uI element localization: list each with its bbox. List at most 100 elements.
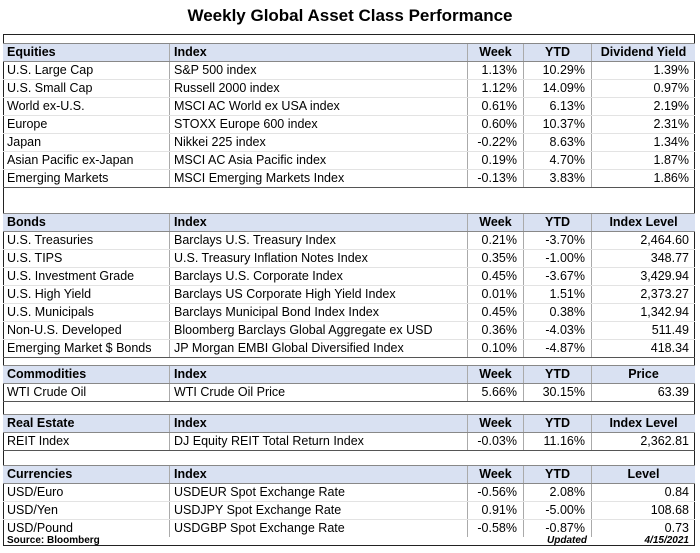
header-week: Week [467,466,523,483]
currencies-section: Currencies Index Week YTD Level USD/Euro… [3,465,695,537]
ytd-value: -0.87% [523,520,591,537]
index-name: Barclays U.S. Corporate Index [169,268,467,285]
metric-value: 3,429.94 [591,268,695,285]
asset-class: USD/Pound [7,521,74,535]
table-row: Non-U.S. Developed Bloomberg Barclays Glo… [3,321,695,339]
ytd-value: 4.70% [523,152,591,169]
asset-class: World ex-U.S. [7,99,85,113]
header-index: Index [169,366,467,383]
week-value: 0.45% [467,304,523,321]
table-row: Asian Pacific ex-Japan MSCI AC Asia Pacif… [3,151,695,169]
header-ytd: YTD [523,415,591,432]
asset-class: USD/Euro [7,485,64,499]
header-week: Week [467,415,523,432]
index-name: MSCI AC Asia Pacific index [169,152,467,169]
header-metric: Level [591,466,695,483]
metric-value: 63.39 [591,384,695,401]
ytd-value: 2.08% [523,484,591,501]
table-row: U.S. High Yield Barclays US Corporate Hig… [3,285,695,303]
table-row: Japan Nikkei 225 index -0.22% 8.63% 1.34% [3,133,695,151]
asset-class: Japan [7,135,42,149]
table-frame [3,34,695,546]
header-metric: Dividend Yield [591,44,695,61]
header-category: Bonds [7,215,46,229]
ytd-value: -5.00% [523,502,591,519]
header-ytd: YTD [523,466,591,483]
ytd-value: 6.13% [523,98,591,115]
ytd-value: -1.00% [523,250,591,267]
week-value: -0.58% [467,520,523,537]
table-row: REIT Index DJ Equity REIT Total Return In… [3,433,695,451]
week-value: 0.21% [467,232,523,249]
index-name: Barclays U.S. Treasury Index [169,232,467,249]
metric-value: 2.19% [591,98,695,115]
week-value: 0.61% [467,98,523,115]
header-category: Real Estate [7,416,75,430]
table-row: U.S. TIPS U.S. Treasury Inflation Notes I… [3,249,695,267]
metric-value: 1.34% [591,134,695,151]
index-name: Bloomberg Barclays Global Aggregate ex U… [169,322,467,339]
header-metric: Price [591,366,695,383]
asset-class: U.S. Large Cap [7,63,94,77]
table-row: USD/Euro USDEUR Spot Exchange Rate -0.56% 2… [3,484,695,501]
metric-value: 0.97% [591,80,695,97]
metric-value: 1,342.94 [591,304,695,321]
asset-class: WTI Crude Oil [7,385,87,399]
ytd-value: -3.67% [523,268,591,285]
index-name: MSCI Emerging Markets Index [169,170,467,187]
table-row: World ex-U.S. MSCI AC World ex USA index 0… [3,97,695,115]
index-name: JP Morgan EMBI Global Diversified Index [169,340,467,357]
asset-class: Europe [7,117,48,131]
table-row: USD/Pound USDGBP Spot Exchange Rate -0.58%… [3,519,695,537]
asset-class: U.S. Treasuries [7,233,94,247]
week-value: 1.13% [467,62,523,79]
asset-class: U.S. TIPS [7,251,63,265]
section-header: Currencies Index Week YTD Level [3,465,695,484]
updated-label: Updated [547,535,587,546]
header-index: Index [169,214,467,231]
week-value: -0.13% [467,170,523,187]
week-value: 1.12% [467,80,523,97]
table-row: Emerging Market $ Bonds JP Morgan EMBI Gl… [3,339,695,358]
week-value: 0.10% [467,340,523,357]
metric-value: 2,362.81 [591,433,695,450]
week-value: -0.56% [467,484,523,501]
ytd-value: 3.83% [523,170,591,187]
table-row: Europe STOXX Europe 600 index 0.60% 10.37% 2… [3,115,695,133]
index-name: Barclays US Corporate High Yield Index [169,286,467,303]
header-metric: Index Level [591,415,695,432]
index-name: STOXX Europe 600 index [169,116,467,133]
table-row: U.S. Treasuries Barclays U.S. Treasury In… [3,232,695,249]
asset-class: Emerging Markets [7,171,109,185]
ytd-value: -4.87% [523,340,591,357]
index-name: Barclays Municipal Bond Index Index [169,304,467,321]
week-value: -0.03% [467,433,523,450]
commodities-section: Commodities Index Week YTD Price WTI Cru… [3,365,695,402]
source-note: Source: Bloomberg [7,535,100,546]
asset-class: U.S. Municipals [7,305,94,319]
table-row: U.S. Investment Grade Barclays U.S. Corpo… [3,267,695,285]
index-name: USDGBP Spot Exchange Rate [169,520,467,537]
week-value: 0.36% [467,322,523,339]
metric-value: 0.84 [591,484,695,501]
asset-class: U.S. High Yield [7,287,92,301]
ytd-value: 0.38% [523,304,591,321]
index-name: USDJPY Spot Exchange Rate [169,502,467,519]
table-row: WTI Crude Oil WTI Crude Oil Price 5.66% 30.… [3,384,695,402]
header-ytd: YTD [523,44,591,61]
week-value: -0.22% [467,134,523,151]
asset-class: Asian Pacific ex-Japan [7,153,134,167]
week-value: 0.45% [467,268,523,285]
header-index: Index [169,466,467,483]
week-value: 0.91% [467,502,523,519]
ytd-value: 14.09% [523,80,591,97]
header-metric: Index Level [591,214,695,231]
section-header: Commodities Index Week YTD Price [3,365,695,384]
metric-value: 2,373.27 [591,286,695,303]
header-category: Equities [7,45,56,59]
bonds-section: Bonds Index Week YTD Index Level U.S. Tr… [3,213,695,358]
asset-class: USD/Yen [7,503,58,517]
week-value: 0.35% [467,250,523,267]
asset-class: REIT Index [7,434,70,448]
metric-value: 108.68 [591,502,695,519]
